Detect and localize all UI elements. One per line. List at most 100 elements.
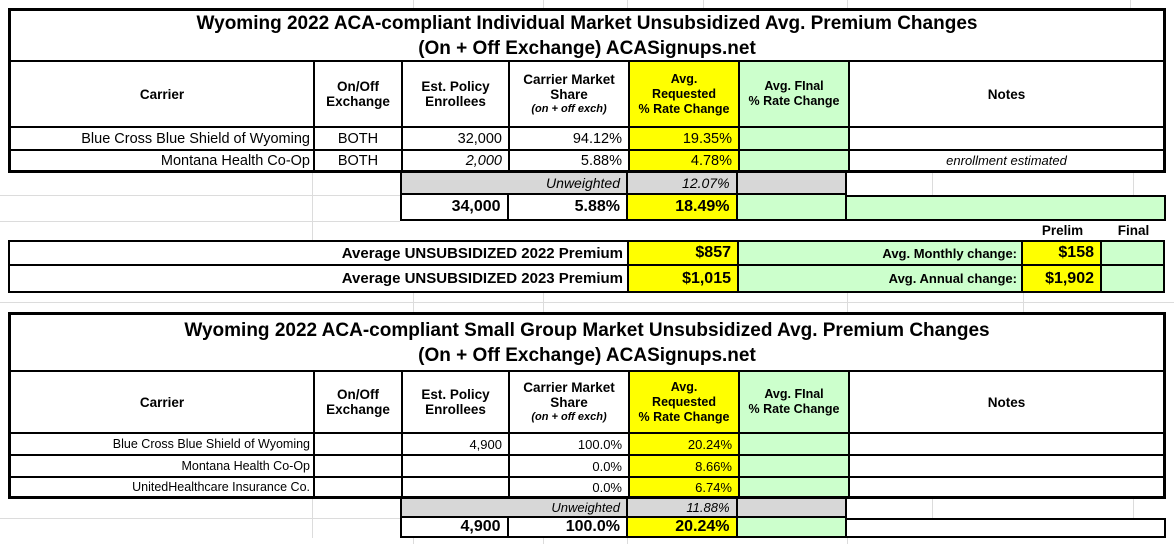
carrier-cell[interactable]: Montana Health Co-Op xyxy=(11,151,315,170)
total-enrollees-cell[interactable]: 34,000 xyxy=(402,195,509,219)
enrollees-cell[interactable] xyxy=(403,478,510,496)
gridline xyxy=(0,518,400,519)
change-label: Avg. Annual change: xyxy=(888,271,1017,286)
market-share-header[interactable]: Carrier Market Share (on + off exch) xyxy=(510,372,630,432)
summary-label-cell[interactable]: Average UNSUBSIDIZED 2023 Premium xyxy=(10,266,629,291)
final-label-text: Final xyxy=(1117,223,1150,238)
requested-rate-header[interactable]: Avg. Requested % Rate Change xyxy=(630,62,740,126)
requested-rate-header[interactable]: Avg. Requested % Rate Change xyxy=(630,372,740,432)
final-rate-cell[interactable] xyxy=(740,128,850,149)
change-prelim-cell[interactable]: $1,902 xyxy=(1023,266,1102,291)
carrier-header[interactable]: Carrier xyxy=(11,372,315,432)
requested-rate-value: 6.74% xyxy=(695,479,732,495)
carrier-cell[interactable]: UnitedHealthcare Insurance Co. xyxy=(11,478,315,496)
total-requested-cell[interactable]: 20.24% xyxy=(628,518,738,536)
final-rate-cell[interactable] xyxy=(740,151,850,170)
exchange-cell[interactable]: BOTH xyxy=(315,151,403,170)
unweighted-label-cell[interactable]: Unweighted xyxy=(402,499,628,516)
market-share-cell[interactable]: 100.0% xyxy=(510,434,630,454)
final-rate-header[interactable]: Avg. FInal % Rate Change xyxy=(740,62,850,126)
table-row: Montana Health Co-Op 0.0% 8.66% xyxy=(8,456,1166,478)
prelim-column-label[interactable]: Prelim xyxy=(1023,221,1102,240)
small-group-table-title-cell[interactable]: Wyoming 2022 ACA-compliant Small Group M… xyxy=(8,312,1166,372)
unweighted-final-cell[interactable] xyxy=(737,499,848,516)
requested-rate-cell[interactable]: 8.66% xyxy=(630,456,740,476)
individual-table-title-cell[interactable]: Wyoming 2022 ACA-compliant Individual Ma… xyxy=(8,8,1166,62)
market-share-cell[interactable]: 0.0% xyxy=(510,456,630,476)
carrier-name: Blue Cross Blue Shield of Wyoming xyxy=(112,437,310,451)
change-final-cell[interactable] xyxy=(1102,266,1163,291)
unweighted-requested-cell[interactable]: 12.07% xyxy=(627,173,738,193)
final-rate-cell[interactable] xyxy=(740,434,850,454)
total-notes-cell[interactable] xyxy=(847,195,1166,221)
total-share-cell[interactable]: 100.0% xyxy=(509,518,628,536)
total-notes-cell[interactable] xyxy=(847,518,1166,538)
enrollees-header[interactable]: Est. Policy Enrollees xyxy=(403,62,510,126)
summary-final-cell[interactable] xyxy=(739,242,847,264)
change-label-cell[interactable]: Avg. Annual change: xyxy=(847,266,1023,291)
requested-rate-cell[interactable]: 6.74% xyxy=(630,478,740,496)
market-share-cell[interactable]: 94.12% xyxy=(510,128,630,149)
exchange-cell[interactable] xyxy=(315,456,403,476)
requested-rate-value: 19.35% xyxy=(682,130,732,147)
final-rate-cell[interactable] xyxy=(740,456,850,476)
unweighted-final-cell[interactable] xyxy=(737,173,848,193)
exchange-cell[interactable] xyxy=(315,478,403,496)
market-share-header[interactable]: Carrier Market Share (on + off exch) xyxy=(510,62,630,126)
notes-header[interactable]: Notes xyxy=(850,62,1163,126)
market-share-cell[interactable]: 0.0% xyxy=(510,478,630,496)
notes-cell[interactable]: enrollment estimated xyxy=(850,151,1163,170)
carrier-cell[interactable]: Blue Cross Blue Shield of Wyoming xyxy=(11,128,315,149)
requested-rate-cell[interactable]: 19.35% xyxy=(630,128,740,149)
exchange-cell[interactable] xyxy=(315,434,403,454)
total-share-cell[interactable]: 5.88% xyxy=(509,195,628,219)
enrollees-cell[interactable]: 32,000 xyxy=(403,128,510,149)
enrollees-header[interactable]: Est. Policy Enrollees xyxy=(403,372,510,432)
enrollees-cell[interactable] xyxy=(403,456,510,476)
final-column-label[interactable]: Final xyxy=(1102,221,1165,240)
notes-cell[interactable] xyxy=(850,434,1163,454)
gridline xyxy=(413,538,414,544)
total-enrollees-cell[interactable]: 4,900 xyxy=(402,518,509,536)
carrier-cell[interactable]: Montana Health Co-Op xyxy=(11,456,315,476)
total-requested-value: 20.24% xyxy=(675,518,730,535)
total-final-cell[interactable] xyxy=(737,195,847,219)
notes-cell[interactable] xyxy=(850,128,1163,149)
enrollees-cell[interactable]: 2,000 xyxy=(403,151,510,170)
change-final-cell[interactable] xyxy=(1102,242,1163,264)
summary-row: Average UNSUBSIDIZED 2023 Premium $1,015 xyxy=(8,266,847,293)
notes-cell[interactable] xyxy=(850,456,1163,476)
exchange-value: BOTH xyxy=(337,152,379,169)
final-rate-cell[interactable] xyxy=(740,478,850,496)
exchange-header[interactable]: On/Off Exchange xyxy=(315,372,403,432)
total-final-cell[interactable] xyxy=(737,518,847,536)
unweighted-label-cell[interactable]: Unweighted xyxy=(402,173,628,193)
summary-value-cell[interactable]: $1,015 xyxy=(629,266,739,291)
summary-final-cell[interactable] xyxy=(739,266,847,291)
total-requested-value: 18.49% xyxy=(675,198,730,215)
notes-cell[interactable] xyxy=(850,478,1163,496)
exchange-cell[interactable]: BOTH xyxy=(315,128,403,149)
enrollees-cell[interactable]: 4,900 xyxy=(403,434,510,454)
gridline xyxy=(627,0,628,8)
carrier-header-label: Carrier xyxy=(139,86,185,102)
small-group-table-header-row: Carrier On/Off Exchange Est. Policy Enro… xyxy=(8,372,1166,434)
change-label-cell[interactable]: Avg. Monthly change: xyxy=(847,242,1023,264)
change-prelim-cell[interactable]: $158 xyxy=(1023,242,1102,264)
market-share-cell[interactable]: 5.88% xyxy=(510,151,630,170)
summary-value-cell[interactable]: $857 xyxy=(629,242,739,264)
total-share-value: 100.0% xyxy=(565,518,620,535)
exchange-header[interactable]: On/Off Exchange xyxy=(315,62,403,126)
carrier-header[interactable]: Carrier xyxy=(11,62,315,126)
final-rate-header[interactable]: Avg. FInal % Rate Change xyxy=(740,372,850,432)
exchange-header-label: On/Off Exchange xyxy=(326,79,390,109)
summary-label-cell[interactable]: Average UNSUBSIDIZED 2022 Premium xyxy=(10,242,629,264)
unweighted-requested-cell[interactable]: 11.88% xyxy=(627,499,738,516)
notes-header[interactable]: Notes xyxy=(850,372,1163,432)
total-requested-cell[interactable]: 18.49% xyxy=(628,195,738,219)
requested-rate-cell[interactable]: 20.24% xyxy=(630,434,740,454)
carrier-cell[interactable]: Blue Cross Blue Shield of Wyoming xyxy=(11,434,315,454)
final-rate-header-label: Avg. FInal % Rate Change xyxy=(748,387,840,416)
change-prelim-value: $158 xyxy=(1058,244,1094,261)
requested-rate-cell[interactable]: 4.78% xyxy=(630,151,740,170)
